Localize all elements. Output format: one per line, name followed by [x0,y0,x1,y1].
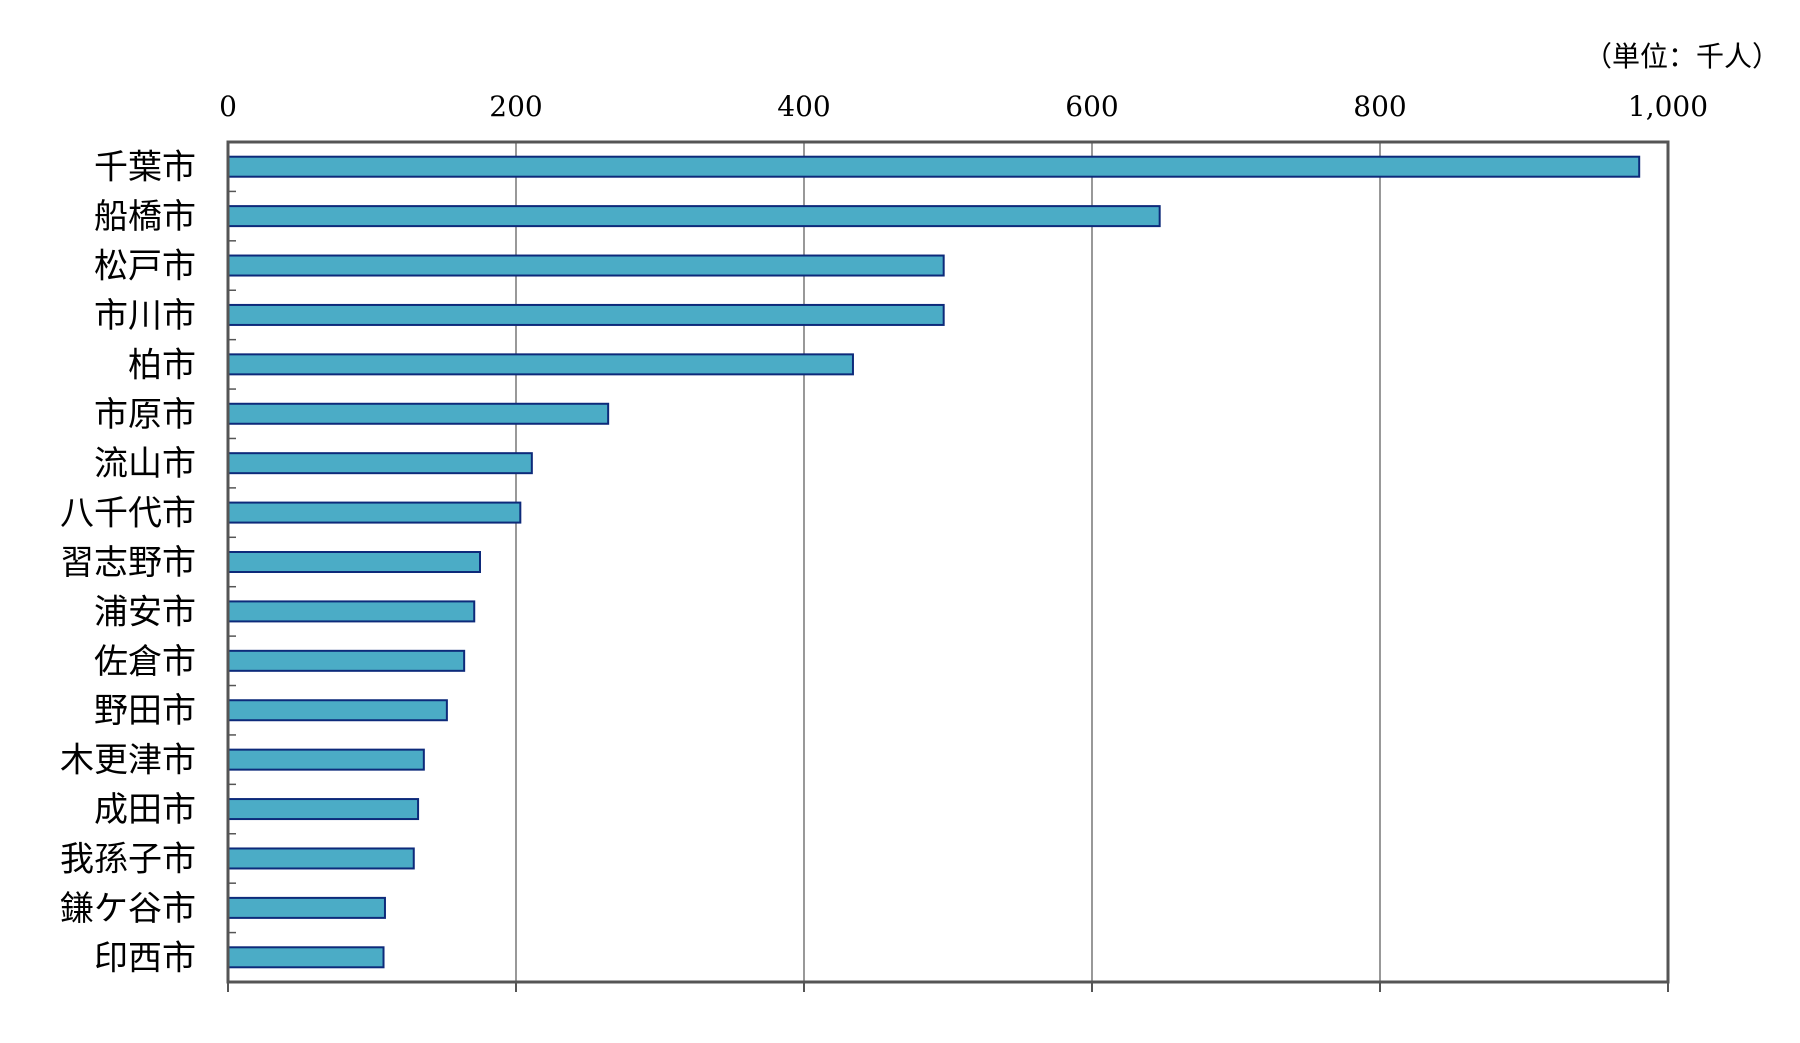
bar [227,353,854,376]
bar [227,254,945,277]
bar [227,649,466,672]
bar [227,798,420,821]
category-label: 成田市 [94,790,196,830]
category-label: 八千代市 [60,494,196,534]
category-label: 我孫子市 [60,839,196,879]
unit-label: （単位：千人） [1584,40,1780,73]
x-tick-label: 600 [1065,90,1118,123]
bar [227,205,1161,228]
bar [227,896,386,919]
bar [227,452,533,475]
category-label: 千葉市 [94,148,196,188]
category-label: 印西市 [94,938,196,978]
category-label: 佐倉市 [94,642,196,682]
bars [227,155,1641,969]
category-label: 鎌ケ谷市 [60,889,196,929]
plot-frame [226,140,1670,984]
x-tick-label: 200 [489,90,542,123]
category-label: 市川市 [94,296,196,336]
bar [227,748,425,771]
bar [227,402,610,425]
category-label: 野田市 [94,691,196,731]
bar [227,501,522,524]
bar [227,946,385,969]
bar [227,155,1641,178]
category-label: 船橋市 [94,197,196,237]
bar [227,600,476,623]
category-label: 習志野市 [60,543,196,583]
x-axis-ticks: 0 200 400 600 800 1,000 [219,90,1708,992]
category-label: 柏市 [128,345,196,385]
x-tick-label: 800 [1353,90,1406,123]
bar [227,699,448,722]
category-label: 浦安市 [94,592,196,632]
category-label: 流山市 [94,444,196,484]
x-tick-label: 1,000 [1628,90,1708,123]
x-tick-label: 0 [219,90,237,123]
bar [227,551,481,573]
bar [227,303,945,326]
gridlines [515,142,1381,982]
category-label: 市原市 [94,395,196,435]
x-tick-label: 400 [777,90,830,123]
category-label: 木更津市 [60,741,196,781]
category-label: 松戸市 [94,247,196,287]
bar [227,847,415,870]
category-labels: 千葉市船橋市松戸市市川市柏市市原市流山市八千代市習志野市浦安市佐倉市野田市木更津… [60,148,196,979]
